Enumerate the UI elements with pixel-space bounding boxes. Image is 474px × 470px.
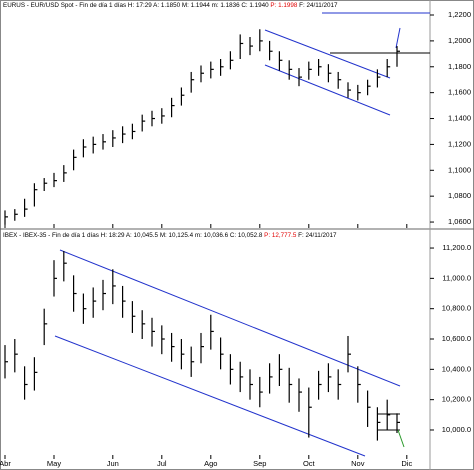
y-tick-label: 1,1200	[448, 139, 471, 148]
header-highlight: P: 1.1998	[270, 2, 297, 9]
y-tick-label: 1,1000	[448, 165, 471, 174]
x-tick-label: Oct	[303, 459, 316, 468]
y-tick-label: 1,1800	[448, 62, 471, 71]
x-tick-label: Dic	[401, 459, 412, 468]
x-tick-label: Ago	[204, 459, 217, 468]
trend-line	[264, 64, 391, 116]
y-tick-label: 1,0600	[448, 217, 471, 226]
projection	[395, 27, 401, 49]
x-tick-label: Sep	[253, 459, 266, 468]
panel-header: IBEX - IBEX-35 - Fin de día 1 días H: 18…	[3, 232, 337, 239]
x-tick-label: Abr	[0, 459, 11, 468]
x-tick-label: May	[47, 459, 61, 468]
projection	[397, 429, 405, 448]
panel-header: EURUS - EUR/USD Spot - Fin de día 1 días…	[3, 2, 338, 9]
trend-line	[59, 249, 401, 387]
x-tick-label: Jul	[157, 459, 167, 468]
y-tick-label: 10,200.0	[442, 395, 471, 404]
header-text: IBEX - IBEX-35 - Fin de día 1 días H: 18…	[3, 232, 264, 239]
y-tick-label: 1,0800	[448, 191, 471, 200]
y-tick-label: 1,2000	[448, 36, 471, 45]
header-text: EURUS - EUR/USD Spot - Fin de día 1 días…	[3, 2, 270, 9]
y-tick-label: 1,1600	[448, 88, 471, 97]
header-text: F: 24/11/2017	[296, 232, 337, 239]
y-tick-label: 11,000.0	[442, 273, 471, 282]
y-tick-label: 10,000.0	[442, 425, 471, 434]
x-tick-label: Jun	[107, 459, 119, 468]
y-tick-label: 11,200.0	[442, 243, 471, 252]
trend-line	[54, 335, 366, 457]
x-tick-label: Nov	[351, 459, 365, 468]
y-tick-label: 1,1400	[448, 114, 471, 123]
y-tick-label: 10,800.0	[442, 304, 471, 313]
y-tick-label: 10,600.0	[442, 334, 471, 343]
header-text: F: 24/11/2017	[297, 2, 338, 9]
y-tick-label: 1,2200	[448, 10, 471, 19]
header-highlight: P: 12,777.5	[264, 232, 297, 239]
y-tick-label: 10,400.0	[442, 364, 471, 373]
trend-line	[264, 29, 391, 79]
